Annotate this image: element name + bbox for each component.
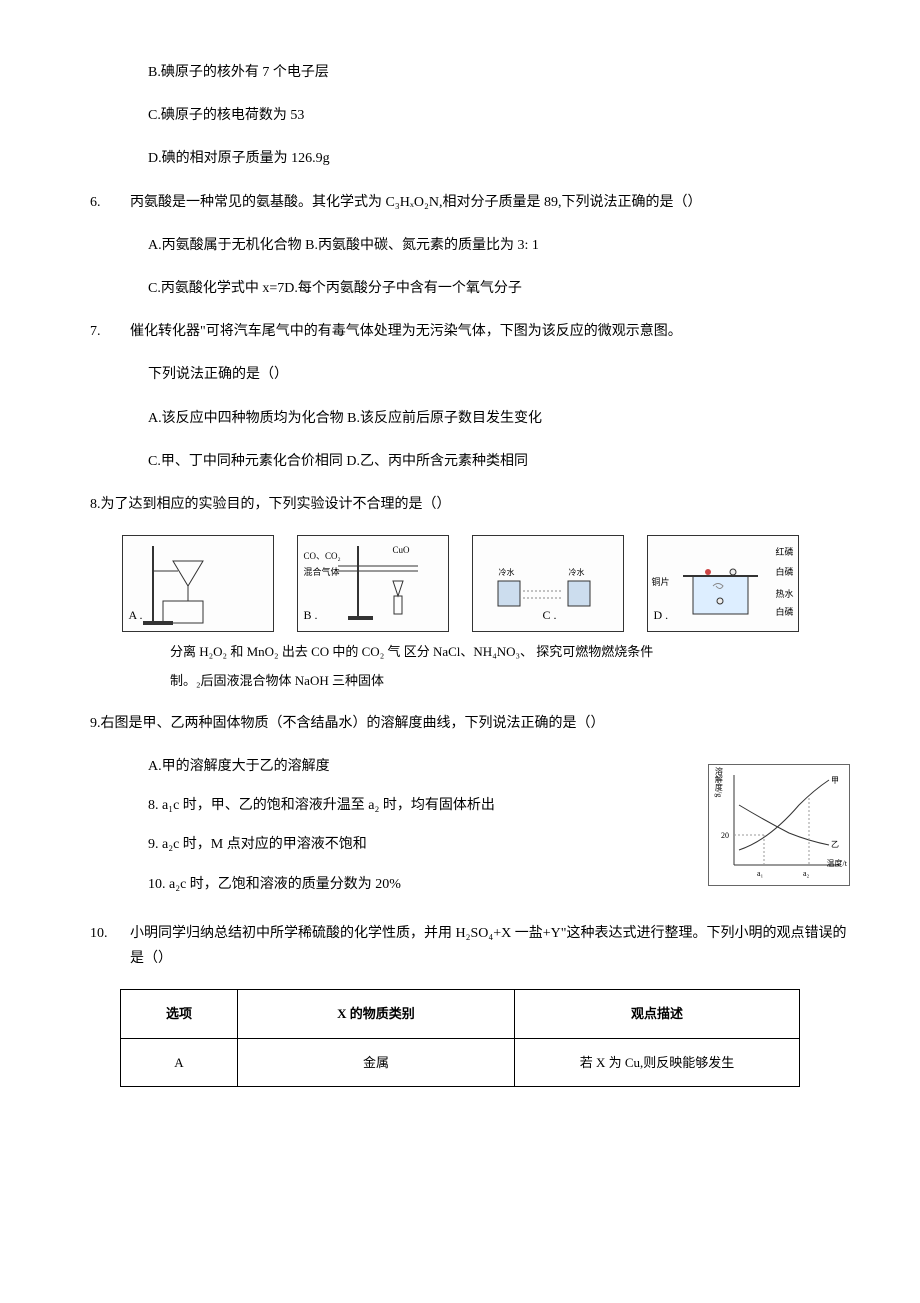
q6-number: 6.	[90, 190, 130, 215]
q8-label-c: C .	[543, 605, 557, 627]
q6-option-ab: A.丙氨酸属于无机化合物 B.丙氨酸中碳、氮元素的质量比为 3: 1	[148, 233, 850, 258]
q8-label-b: B .	[304, 605, 318, 627]
question-8-stem: 8.为了达到相应的实验目的，下列实验设计不合理的是（）	[90, 492, 850, 517]
q7-line2: 下列说法正确的是（）	[148, 362, 850, 387]
q5-option-d: D.碘的相对原子质量为 126.9g	[148, 146, 850, 171]
q9-content: A.甲的溶解度大于乙的溶解度 8. a₁c 时，甲、乙的饱和溶液升温至 a₂ 时…	[70, 754, 850, 911]
question-10: 10. 小明同学归纳总结初中所学稀硫酸的化学性质，并用 H₂SO₄+X 一盐+Y…	[70, 921, 850, 971]
q5-option-c: C.碘原子的核电荷数为 53	[148, 103, 850, 128]
question-9-stem: 9.右图是甲、乙两种固体物质（不含结晶水）的溶解度曲线，下列说法正确的是（）	[90, 711, 850, 736]
solubility-curve-chart: 甲 乙 溶解度/g 20 a₁ a₂ 温度/t	[708, 764, 850, 886]
q10-table: 选项 X 的物质类别 观点描述 A 金属 若 X 为 Cu,则反映能够发生	[120, 989, 800, 1087]
q8-figure-b: CO、CO₂ 混合气体 CuO B .	[297, 535, 449, 632]
q8-label-d: D .	[654, 605, 669, 627]
q9-option-a: A.甲的溶解度大于乙的溶解度	[148, 754, 688, 779]
table-row: A 金属 若 X 为 Cu,则反映能够发生	[121, 1038, 800, 1086]
q8d-copper-label: 铜片	[652, 574, 670, 590]
svg-text:乙: 乙	[831, 840, 839, 849]
q7-option-cd: C.甲、丁中同种元素化合价相同 D.乙、丙中所含元素种类相同	[148, 449, 850, 474]
q8c-water2-label: 冷水	[569, 566, 585, 580]
q9-option-9: 9. a₂c 时，M 点对应的甲溶液不饱和	[148, 832, 688, 857]
q8b-gas-label: CO、CO₂ 混合气体	[304, 548, 341, 580]
q8d-hot-water-label: 热水	[775, 586, 793, 602]
q8-figure-d: 红磷 白磷 铜片 热水 白磷 D .	[647, 535, 799, 632]
th-category: X 的物质类别	[238, 990, 515, 1038]
svg-text:甲: 甲	[831, 776, 839, 785]
q8c-water1-label: 冷水	[499, 566, 515, 580]
q10-number: 10.	[90, 921, 130, 971]
q9-option-10: 10. a₂c 时，乙饱和溶液的质量分数为 20%	[148, 872, 688, 897]
q8b-cuo-label: CuO	[393, 542, 410, 558]
q6-stem: 丙氨酸是一种常见的氨基酸。其化学式为 C₃HₓO₂N,相对分子质量是 89,下列…	[130, 190, 850, 215]
question-6: 6. 丙氨酸是一种常见的氨基酸。其化学式为 C₃HₓO₂N,相对分子质量是 89…	[70, 190, 850, 215]
th-description: 观点描述	[515, 990, 800, 1038]
q8-caption-1: 分离 H₂O₂ 和 MnO₂ 出去 CO 中的 CO₂ 气 区分 NaCl、NH…	[170, 640, 790, 663]
question-7: 7. 催化转化器"可将汽车尾气中的有毒气体处理为无污染气体，下图为该反应的微观示…	[70, 319, 850, 344]
q6-option-cd: C.丙氨酸化学式中 x=7D.每个丙氨酸分子中含有一个氧气分子	[148, 276, 850, 301]
q7-number: 7.	[90, 319, 130, 344]
q8-figure-row: A . CO、CO₂ 混合气体 CuO B . 冷水 冷水 C .	[110, 535, 810, 632]
q8-label-a: A .	[129, 605, 143, 627]
q8-caption-2: 制。₂后固液混合物体 NaOH 三种固体	[170, 669, 790, 692]
cell-a-cat: 金属	[238, 1038, 515, 1086]
q8-figure-a: A .	[122, 535, 274, 632]
q9-option-8: 8. a₁c 时，甲、乙的饱和溶液升温至 a₂ 时，均有固体析出	[148, 793, 688, 818]
q8d-red-p-label: 红磷	[775, 544, 793, 560]
th-option: 选项	[121, 990, 238, 1038]
q8d-white-p2-label: 白磷	[775, 604, 793, 620]
table-header-row: 选项 X 的物质类别 观点描述	[121, 990, 800, 1038]
chart-y-label: 溶解度/g	[711, 767, 725, 797]
q5-option-b: B.碘原子的核外有 7 个电子层	[148, 60, 850, 85]
chart-x-label: 温度/t	[827, 857, 847, 871]
q10-stem: 小明同学归纳总结初中所学稀硫酸的化学性质，并用 H₂SO₄+X 一盐+Y"这种表…	[130, 921, 850, 971]
chart-x-a1: a₁	[757, 867, 763, 881]
cell-a-desc: 若 X 为 Cu,则反映能够发生	[515, 1038, 800, 1086]
funnel-filter-diagram-icon	[123, 536, 273, 631]
chart-x-a2: a₂	[803, 867, 809, 881]
chart-y-20: 20	[721, 829, 729, 843]
q7-option-ab: A.该反应中四种物质均为化合物 B.该反应前后原子数目发生变化	[148, 406, 850, 431]
q8d-white-p-label: 白磷	[775, 564, 793, 580]
cell-a-opt: A	[121, 1038, 238, 1086]
q7-stem: 催化转化器"可将汽车尾气中的有毒气体处理为无污染气体，下图为该反应的微观示意图。	[130, 319, 850, 344]
q8-figure-c: 冷水 冷水 C .	[472, 535, 624, 632]
